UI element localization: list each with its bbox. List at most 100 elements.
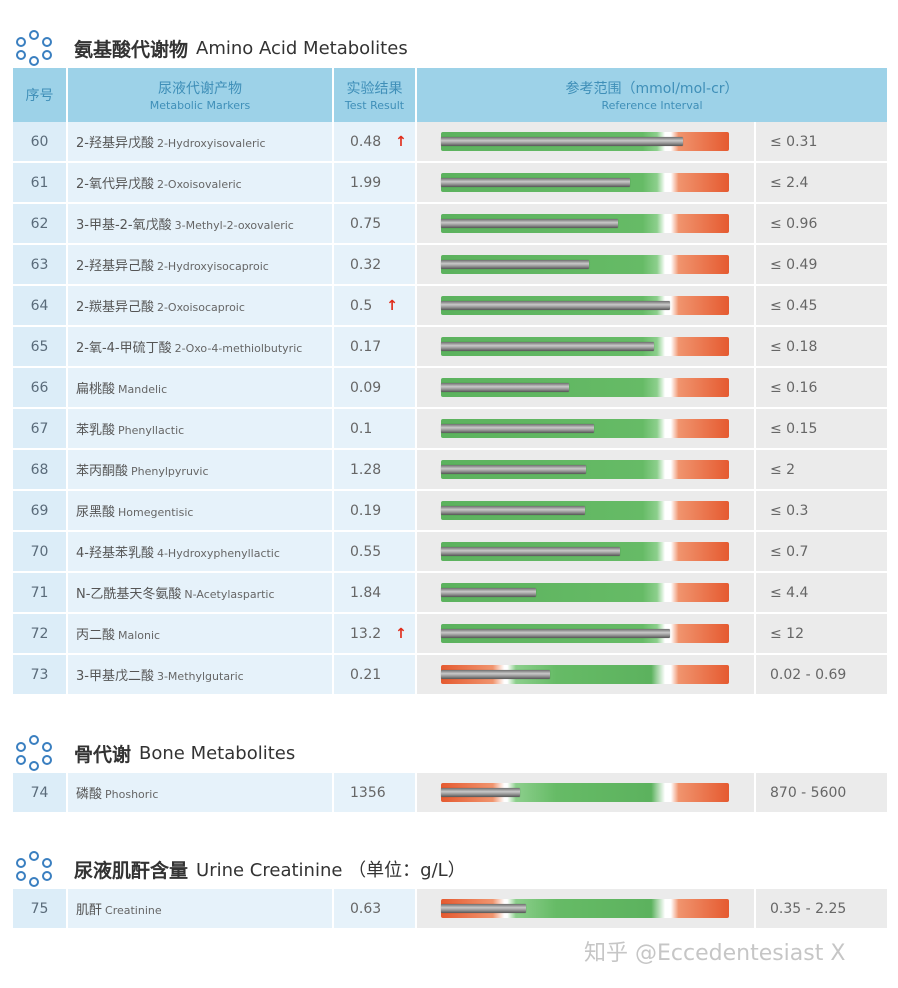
range-bar-cell xyxy=(417,573,754,614)
marker-name-en: Creatinine xyxy=(105,904,162,917)
row-number: 66 xyxy=(13,368,68,409)
marker-name-zh: 3-甲基戊二酸 xyxy=(76,669,154,684)
reference-interval: ≤ 0.15 xyxy=(754,409,888,450)
result-value: 1356 xyxy=(350,784,386,801)
range-bar-cell xyxy=(417,286,754,327)
range-bar xyxy=(441,460,729,479)
result-level-bar xyxy=(441,788,521,797)
range-bar-cell xyxy=(417,532,754,573)
result-value: 0.75 xyxy=(350,215,382,232)
result-value: 0.48 xyxy=(350,133,382,150)
table-row: 64 2-羰基异己酸 2-Oxoisocaproic 0.5 ↑ ≤ 0.45 xyxy=(13,286,888,327)
reference-interval: ≤ 2 xyxy=(754,450,888,491)
marker-name-en: 3-Methyl-2-oxovaleric xyxy=(174,219,294,232)
molecule-icon xyxy=(16,735,52,771)
test-result: 1.99 xyxy=(334,163,417,204)
marker-name-zh: 肌酐 xyxy=(76,903,103,918)
result-level-bar xyxy=(441,904,526,913)
creatinine-rows: 75 肌酐 Creatinine 0.63 0.35 - 2.25 xyxy=(13,889,887,930)
range-bar-cell xyxy=(417,614,754,655)
result-level-bar xyxy=(441,219,619,228)
marker-name-en: Phoshoric xyxy=(105,788,159,801)
range-bar xyxy=(441,624,729,643)
marker-name-zh: 2-氧代异戊酸 xyxy=(76,177,154,192)
marker-name: 3-甲基戊二酸 3-Methylgutaric xyxy=(68,655,334,696)
range-bar-cell xyxy=(417,368,754,409)
table-row: 62 3-甲基-2-氧戊酸 3-Methyl-2-oxovaleric 0.75 ≤ 0… xyxy=(13,204,888,245)
section-title-zh: 骨代谢 xyxy=(74,743,132,766)
range-bar xyxy=(441,419,729,438)
marker-name: 丙二酸 Malonic xyxy=(68,614,334,655)
header-reference: 参考范围（mmol/mol-cr） Reference Interval xyxy=(417,68,888,122)
marker-name: 尿黑酸 Homegentisic xyxy=(68,491,334,532)
marker-name-en: N-Acetylaspartic xyxy=(184,588,275,601)
test-result: 0.09 xyxy=(334,368,417,409)
result-value: 1.99 xyxy=(350,174,382,191)
marker-name: 2-羟基异己酸 2-Hydroxyisocaproic xyxy=(68,245,334,286)
reference-interval: ≤ 0.3 xyxy=(754,491,888,532)
reference-interval: ≤ 2.4 xyxy=(754,163,888,204)
marker-name: 苯乳酸 Phenyllactic xyxy=(68,409,334,450)
row-number: 70 xyxy=(13,532,68,573)
amino-acid-table: 序号 尿液代谢产物 Metabolic Markers 实验结果 Test Resu… xyxy=(13,68,888,696)
row-number: 60 xyxy=(13,122,68,163)
range-bar-cell xyxy=(417,122,754,163)
test-result: 0.55 xyxy=(334,532,417,573)
table-row: 71 N-乙酰基天冬氨酸 N-Acetylaspartic 1.84 ≤ 4.4 xyxy=(13,573,888,614)
reference-interval: 0.35 - 2.25 xyxy=(754,889,887,930)
result-level-bar xyxy=(441,342,655,351)
marker-name: 2-氧-4-甲硫丁酸 2-Oxo-4-methiolbutyric xyxy=(68,327,334,368)
range-bar-cell xyxy=(417,773,754,814)
result-level-bar xyxy=(441,260,590,269)
result-level-bar xyxy=(441,301,670,310)
test-result: 0.5 ↑ xyxy=(334,286,417,327)
result-value: 0.55 xyxy=(350,543,382,560)
test-result: 0.1 xyxy=(334,409,417,450)
marker-name-zh: 2-氧-4-甲硫丁酸 xyxy=(76,341,172,356)
row-number: 63 xyxy=(13,245,68,286)
test-result: 0.63 xyxy=(334,889,417,930)
test-result: 0.48 ↑ xyxy=(334,122,417,163)
result-value: 0.19 xyxy=(350,502,382,519)
reference-interval: ≤ 0.16 xyxy=(754,368,888,409)
result-level-bar xyxy=(441,629,670,638)
section-title-en: Urine Creatinine （单位：g/L） xyxy=(196,860,466,881)
marker-name: 肌酐 Creatinine xyxy=(68,889,334,930)
marker-name-en: Phenyllactic xyxy=(118,424,185,437)
section-title-bone: 骨代谢 Bone Metabolites xyxy=(14,735,295,771)
header-marker: 尿液代谢产物 Metabolic Markers xyxy=(68,68,334,122)
range-bar xyxy=(441,899,729,918)
table-row: 65 2-氧-4-甲硫丁酸 2-Oxo-4-methiolbutyric 0.17 ≤ … xyxy=(13,327,888,368)
table-row: 61 2-氧代异戊酸 2-Oxoisovaleric 1.99 ≤ 2.4 xyxy=(13,163,888,204)
table-row: 72 丙二酸 Malonic 13.2 ↑ ≤ 12 xyxy=(13,614,888,655)
result-level-bar xyxy=(441,424,594,433)
test-result: 0.17 xyxy=(334,327,417,368)
up-arrow-icon: ↑ xyxy=(395,133,407,150)
test-result: 1.84 xyxy=(334,573,417,614)
molecule-icon xyxy=(16,30,52,66)
range-bar-cell xyxy=(417,889,754,930)
reference-interval: 870 - 5600 xyxy=(754,773,887,814)
range-bar xyxy=(441,378,729,397)
result-value: 0.5 xyxy=(350,297,373,314)
result-value: 1.84 xyxy=(350,584,382,601)
marker-name-en: 2-Oxo-4-methiolbutyric xyxy=(174,342,303,355)
marker-name-zh: 苯丙酮酸 xyxy=(76,464,129,479)
table-row: 69 尿黑酸 Homegentisic 0.19 ≤ 0.3 xyxy=(13,491,888,532)
result-value: 13.2 xyxy=(350,625,382,642)
test-result: 0.32 xyxy=(334,245,417,286)
up-arrow-icon: ↑ xyxy=(386,297,398,314)
marker-name: N-乙酰基天冬氨酸 N-Acetylaspartic xyxy=(68,573,334,614)
range-bar-cell xyxy=(417,204,754,245)
marker-name-zh: 尿黑酸 xyxy=(76,505,116,520)
test-result: 1356 xyxy=(334,773,417,814)
test-result: 0.21 xyxy=(334,655,417,696)
marker-name-en: 3-Methylgutaric xyxy=(156,670,244,683)
range-bar xyxy=(441,255,729,274)
range-bar xyxy=(441,296,729,315)
result-level-bar xyxy=(441,670,551,679)
marker-name-zh: 2-羰基异己酸 xyxy=(76,300,154,315)
reference-interval: ≤ 0.49 xyxy=(754,245,888,286)
table-row: 75 肌酐 Creatinine 0.63 0.35 - 2.25 xyxy=(13,889,887,930)
range-bar xyxy=(441,132,729,151)
